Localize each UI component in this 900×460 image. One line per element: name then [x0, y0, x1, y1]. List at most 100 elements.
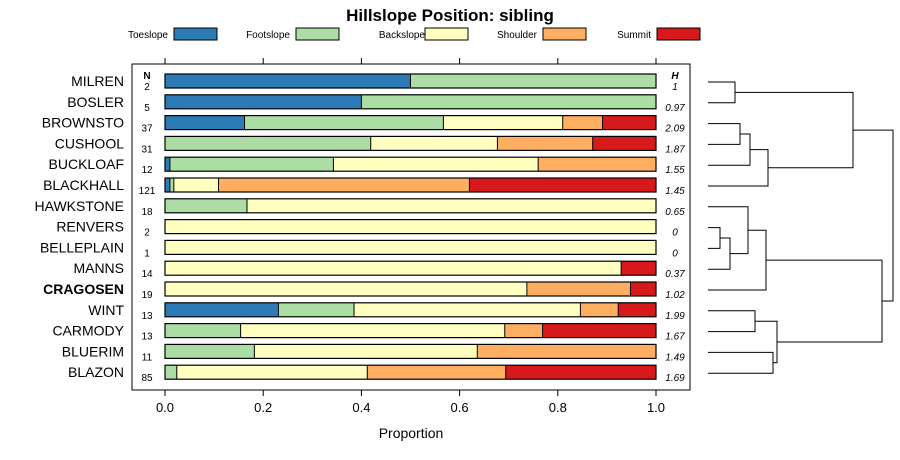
bar-cragosen-backslope [165, 282, 527, 296]
row-label-milren: MILREN [71, 73, 124, 89]
legend-label-footslope: Footslope [246, 30, 290, 41]
n-label-cragosen: 19 [141, 290, 153, 301]
bar-outline-bluerim [164, 343, 657, 359]
h-label-renvers: 0 [672, 228, 678, 239]
bar-carmody-backslope [240, 323, 505, 338]
legend-label-summit: Summit [617, 30, 651, 41]
row-label-cragosen: CRAGOSEN [43, 281, 124, 297]
dendrogram-branch [708, 351, 774, 374]
h-label-cragosen: 1.02 [665, 290, 685, 301]
bar-blazon-shoulder [367, 365, 506, 380]
n-label-carmody: 13 [141, 332, 153, 343]
h-label-carmody: 1.67 [665, 332, 685, 343]
bar-blackhall-summit [469, 178, 656, 192]
h-label-buckloaf: 1.55 [665, 165, 685, 176]
bar-wint-footslope [278, 302, 355, 317]
dendrogram-branch [708, 227, 721, 249]
dendrogram-branch [708, 237, 731, 270]
row-label-blackhall: BLACKHALL [43, 177, 124, 193]
bar-outline-manns [164, 260, 657, 276]
bar-blazon-summit [505, 365, 656, 380]
bar-blackhall-backslope [173, 178, 219, 192]
bar-belleplain-backslope [165, 240, 656, 255]
legend-swatch-toeslope [173, 27, 218, 41]
dendrogram [708, 81, 894, 374]
row-label-bluerim: BLUERIM [62, 343, 124, 359]
bar-carmody-footslope [165, 323, 241, 338]
n-header: N [143, 71, 150, 82]
bar-manns-summit [621, 261, 656, 276]
bar-outline-blackhall [164, 177, 657, 193]
bar-outline-belleplain [164, 239, 657, 255]
bar-wint-summit [618, 302, 656, 317]
bar-bluerim-footslope [165, 344, 255, 359]
bar-buckloaf-toeslope [165, 157, 170, 172]
bar-bosler-footslope [361, 94, 656, 109]
dendrogram-branch [735, 91, 854, 169]
n-label-blackhall: 121 [139, 186, 156, 197]
bar-outline-wint [164, 302, 657, 318]
bar-cushool-backslope [370, 136, 498, 151]
row-label-cushool: CUSHOOL [55, 135, 124, 151]
bar-bluerim-backslope [254, 344, 478, 359]
bars-group: MILREN 2 1 BOSLER 5 0.97 BROWNSTO 37 2.09 CUSHOOL… [35, 73, 686, 384]
row-label-manns: MANNS [73, 260, 124, 276]
x-tick-label: 0.0 [156, 400, 174, 415]
bar-outline-hawkstone [164, 198, 657, 214]
n-label-bosler: 5 [144, 103, 150, 114]
bar-brownsto-toeslope [165, 115, 245, 130]
h-label-blazon: 1.69 [665, 373, 685, 384]
bar-blackhall-shoulder [218, 178, 470, 192]
bar-blackhall-toeslope [165, 178, 170, 192]
h-label-blackhall: 1.45 [665, 186, 685, 197]
bar-cushool-footslope [165, 136, 371, 151]
legend-swatch-footslope [295, 27, 340, 41]
bar-outline-cragosen [164, 281, 657, 297]
row-label-blazon: BLAZON [68, 364, 124, 380]
legend: Toeslope Footslope Backslope Shoulder Summit [128, 27, 701, 41]
bar-outline-bosler [164, 94, 657, 110]
bar-outline-renvers [164, 219, 657, 235]
n-label-buckloaf: 12 [141, 165, 153, 176]
x-axis: 0.0 0.2 0.4 0.6 0.8 1.0 [156, 58, 665, 415]
bar-brownsto-backslope [443, 115, 563, 130]
bar-blazon-backslope [176, 365, 368, 380]
bar-blazon-footslope [165, 365, 177, 380]
legend-label-shoulder: Shoulder [497, 30, 538, 41]
row-label-brownsto: BROWNSTO [42, 115, 124, 131]
row-label-buckloaf: BUCKLOAF [49, 156, 124, 172]
dendrogram-branch [708, 81, 736, 104]
h-header: H [671, 71, 679, 82]
h-label-belleplain: 0 [672, 248, 678, 259]
bar-buckloaf-shoulder [538, 157, 656, 172]
legend-swatch-shoulder [542, 27, 587, 41]
bar-outline-cushool [164, 135, 657, 151]
bar-renvers-backslope [165, 219, 656, 234]
dendrogram-branch [708, 310, 756, 333]
bar-brownsto-footslope [244, 115, 444, 130]
x-tick-label: 1.0 [647, 400, 665, 415]
row-label-wint: WINT [88, 302, 124, 318]
bar-bluerim-shoulder [477, 344, 656, 359]
row-label-hawkstone: HAWKSTONE [35, 198, 124, 214]
bar-brownsto-shoulder [562, 115, 603, 130]
bar-carmody-summit [542, 323, 656, 338]
h-label-hawkstone: 0.65 [665, 207, 685, 218]
bar-blackhall-footslope [169, 178, 174, 192]
legend-label-toeslope: Toeslope [128, 30, 168, 41]
n-label-milren: 2 [144, 82, 150, 93]
h-label-cushool: 1.87 [665, 144, 685, 155]
dendrogram-branch [755, 320, 778, 364]
bar-wint-backslope [354, 302, 581, 317]
x-axis-label: Proportion [379, 425, 444, 441]
bar-buckloaf-footslope [169, 157, 334, 172]
h-label-milren: 1 [672, 82, 678, 93]
h-label-bluerim: 1.49 [665, 352, 685, 363]
row-label-renvers: RENVERS [56, 219, 124, 235]
n-label-hawkstone: 18 [141, 207, 153, 218]
n-label-belleplain: 1 [144, 248, 150, 259]
bar-cushool-summit [592, 136, 656, 151]
dendrogram-branch [708, 229, 767, 291]
bar-brownsto-summit [602, 115, 656, 130]
